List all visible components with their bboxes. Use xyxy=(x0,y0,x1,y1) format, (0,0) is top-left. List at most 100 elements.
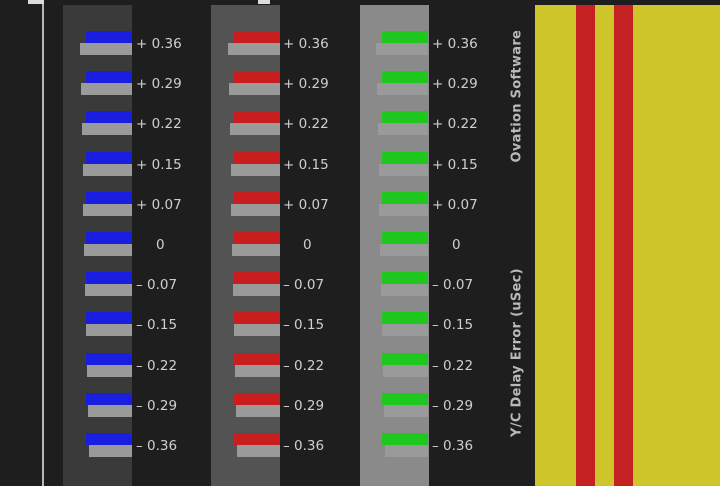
swatch-blue-4 xyxy=(86,191,132,204)
swatch-gray-red-7 xyxy=(234,324,280,337)
offset-label-red-10: – 0.36 xyxy=(283,438,325,454)
offset-label-blue-7: – 0.15 xyxy=(136,317,178,334)
offset-label-green-1: + 0.29 xyxy=(432,76,478,93)
offset-label-red-4: + 0.07 xyxy=(283,196,329,213)
swatch-gray-red-0 xyxy=(228,43,280,55)
swatch-blue-2 xyxy=(86,111,132,124)
swatch-blue-8 xyxy=(86,352,132,365)
swatch-green-6 xyxy=(382,272,428,285)
swatch-gray-blue-4 xyxy=(83,203,132,216)
swatch-green-7 xyxy=(382,312,428,325)
swatch-gray-red-2 xyxy=(229,123,280,136)
red-bar-2 xyxy=(614,5,633,486)
yellow-bar-3 xyxy=(633,5,720,486)
offset-label-blue-9: – 0.29 xyxy=(136,397,178,414)
swatch-blue-7 xyxy=(86,312,132,325)
offset-label-red-3: + 0.15 xyxy=(283,156,329,173)
swatch-red-5 xyxy=(234,232,280,244)
yellow-bar-2 xyxy=(595,5,614,486)
yellow-bar-1 xyxy=(535,5,576,486)
swatch-red-4 xyxy=(234,191,280,204)
offset-label-green-6: – 0.07 xyxy=(432,277,474,294)
swatch-gray-green-3 xyxy=(378,163,428,176)
offset-label-green-8: – 0.22 xyxy=(432,357,474,374)
offset-label-green-10: – 0.36 xyxy=(432,438,474,454)
axis-label: Y/C Delay Error (uSec) xyxy=(509,268,525,437)
offset-label-green-4: + 0.07 xyxy=(432,196,478,213)
offset-label-blue-6: – 0.07 xyxy=(136,277,178,294)
swatch-gray-green-0 xyxy=(376,43,428,55)
swatch-gray-green-1 xyxy=(376,83,428,96)
offset-label-red-6: – 0.07 xyxy=(283,277,325,294)
offset-label-red-7: – 0.15 xyxy=(283,317,325,334)
swatch-red-6 xyxy=(234,272,280,285)
swatch-green-0 xyxy=(382,31,428,43)
swatch-gray-blue-6 xyxy=(85,284,132,297)
swatch-blue-3 xyxy=(86,151,132,164)
swatch-gray-green-7 xyxy=(382,324,428,337)
swatch-red-10 xyxy=(234,433,280,445)
red-bar-1 xyxy=(576,5,595,486)
swatch-red-9 xyxy=(234,392,280,405)
swatch-gray-blue-5 xyxy=(84,244,132,256)
swatch-gray-green-9 xyxy=(383,404,428,417)
vertical-reference-line xyxy=(42,4,44,486)
offset-label-blue-3: + 0.15 xyxy=(136,156,182,173)
offset-label-green-5: 0 xyxy=(452,237,461,253)
swatch-gray-blue-8 xyxy=(86,364,132,377)
swatch-green-1 xyxy=(382,71,428,84)
swatch-green-2 xyxy=(382,111,428,124)
swatch-blue-9 xyxy=(86,392,132,405)
swatch-blue-6 xyxy=(86,272,132,285)
swatch-gray-red-6 xyxy=(233,284,280,297)
offset-label-blue-1: + 0.29 xyxy=(136,76,182,93)
swatch-gray-red-9 xyxy=(235,404,280,417)
swatch-gray-green-6 xyxy=(381,284,428,297)
offset-label-blue-4: + 0.07 xyxy=(136,196,182,213)
swatch-red-2 xyxy=(234,111,280,124)
swatch-blue-0 xyxy=(86,31,132,43)
swatch-gray-red-8 xyxy=(234,364,280,377)
swatch-green-9 xyxy=(382,392,428,405)
swatch-gray-green-10 xyxy=(384,445,428,457)
swatch-gray-blue-7 xyxy=(86,324,132,337)
swatch-gray-red-1 xyxy=(228,83,280,96)
offset-label-red-1: + 0.29 xyxy=(283,76,329,93)
offset-label-blue-10: – 0.36 xyxy=(136,438,178,454)
swatch-green-3 xyxy=(382,151,428,164)
swatch-gray-red-10 xyxy=(236,445,280,457)
offset-label-green-0: + 0.36 xyxy=(432,36,478,52)
offset-label-green-9: – 0.29 xyxy=(432,397,474,414)
swatch-gray-red-5 xyxy=(232,244,280,256)
swatch-gray-blue-9 xyxy=(87,404,132,417)
offset-label-green-3: + 0.15 xyxy=(432,156,478,173)
swatch-green-5 xyxy=(382,232,428,244)
offset-label-red-0: + 0.36 xyxy=(283,36,329,52)
swatch-green-10 xyxy=(382,433,428,445)
swatch-gray-blue-1 xyxy=(80,83,132,96)
swatch-red-0 xyxy=(234,31,280,43)
offset-label-red-5: 0 xyxy=(303,237,312,253)
swatch-blue-1 xyxy=(86,71,132,84)
swatch-gray-red-3 xyxy=(230,163,280,176)
offset-label-blue-8: – 0.22 xyxy=(136,357,178,374)
offset-label-red-9: – 0.29 xyxy=(283,397,325,414)
swatch-gray-blue-10 xyxy=(88,445,132,457)
offset-label-red-2: + 0.22 xyxy=(283,116,329,133)
swatch-red-8 xyxy=(234,352,280,365)
swatch-red-1 xyxy=(234,71,280,84)
swatch-red-3 xyxy=(234,151,280,164)
swatch-green-8 xyxy=(382,352,428,365)
swatch-gray-green-8 xyxy=(382,364,428,377)
swatch-gray-blue-0 xyxy=(80,43,132,55)
swatch-gray-green-5 xyxy=(380,244,428,256)
offset-label-blue-2: + 0.22 xyxy=(136,116,182,133)
software-label: Ovation Software xyxy=(509,29,525,163)
top-edge-mark-left xyxy=(28,0,44,4)
offset-label-green-2: + 0.22 xyxy=(432,116,478,133)
offset-label-blue-5: 0 xyxy=(156,237,165,253)
offset-label-green-7: – 0.15 xyxy=(432,317,474,334)
swatch-gray-green-2 xyxy=(377,123,428,136)
swatch-red-7 xyxy=(234,312,280,325)
